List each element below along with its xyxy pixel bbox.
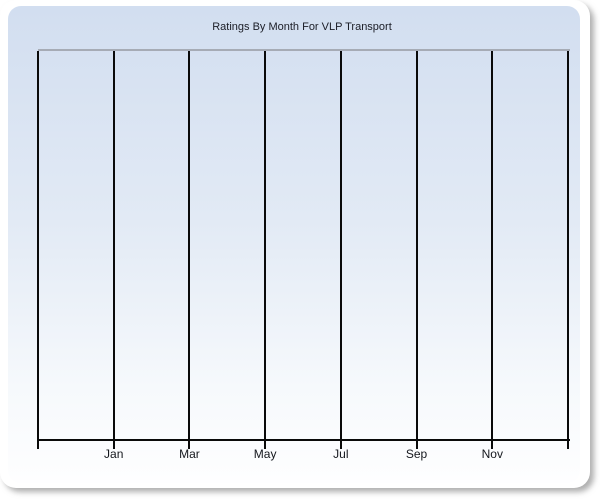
- gridline: [491, 51, 494, 449]
- chart-card: Ratings By Month For VLP Transport: [8, 6, 580, 483]
- gridline: [264, 51, 267, 449]
- gridline: [415, 51, 418, 449]
- chart-panel: Ratings By Month For VLP Transport: [8, 6, 580, 483]
- plot-edge-line: [567, 51, 569, 449]
- gridline: [188, 51, 191, 449]
- plot-top-border: [38, 49, 570, 51]
- x-tick-label: Sep: [405, 447, 428, 461]
- chart-title: Ratings By Month For VLP Transport: [212, 21, 392, 33]
- gridline: [112, 51, 115, 449]
- x-tick-label: Jan: [104, 447, 124, 461]
- x-tick-label: Jul: [333, 447, 349, 461]
- gridline: [339, 51, 342, 449]
- x-axis-line: [37, 439, 570, 441]
- x-tick-label: Nov: [481, 447, 503, 461]
- x-tick-label: Mar: [179, 447, 200, 461]
- plot-edge-line: [37, 51, 39, 449]
- x-tick-label: May: [253, 447, 277, 461]
